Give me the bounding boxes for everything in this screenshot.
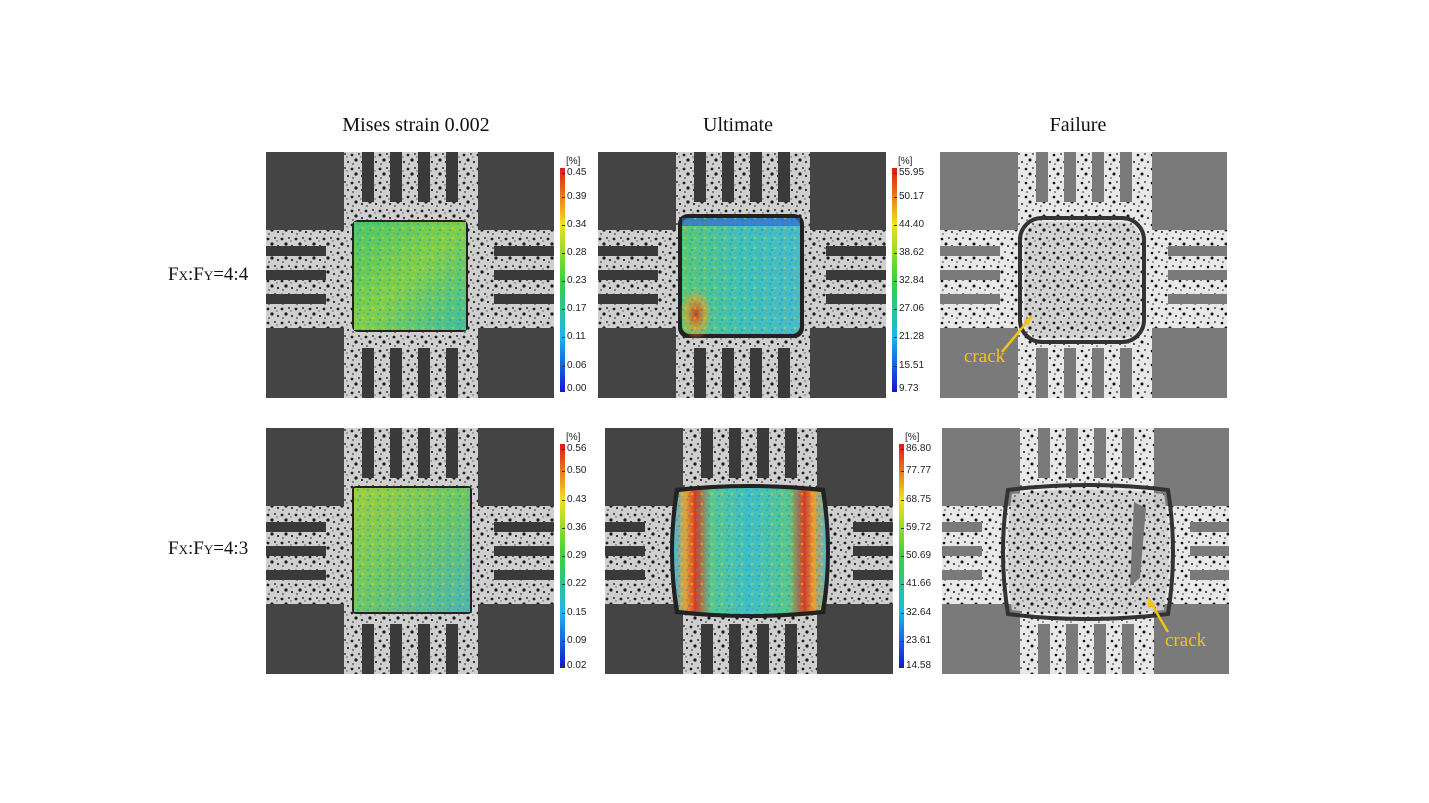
colorbar-tick: 38.62 <box>893 247 925 258</box>
colorbar-tick: 0.02 <box>561 660 587 671</box>
colorbar-tick: 0.50 <box>561 465 587 476</box>
column-title-failure: Failure <box>1049 114 1107 136</box>
crack-annotation: crack <box>964 346 1006 367</box>
colorbar-tick: 41.66 <box>900 578 932 589</box>
colorbar-tick: 0.34 <box>561 219 587 230</box>
colorbar-tick: 0.15 <box>561 607 587 618</box>
colorbar-tick: 44.40 <box>893 219 925 230</box>
colorbar-tick: 0.28 <box>561 247 587 258</box>
colorbar-tick: 0.29 <box>561 550 587 561</box>
crack-annotation: crack <box>1165 630 1207 651</box>
colorbar-tick: 0.11 <box>562 331 586 342</box>
colorbar-tick: 0.17 <box>561 303 587 314</box>
colorbar-tick: 32.64 <box>900 607 932 618</box>
colorbar-tick: 0.00 <box>561 383 587 394</box>
colorbar-tick: 27.06 <box>893 303 925 314</box>
colorbar-tick: 0.23 <box>561 275 587 286</box>
specimen-image-4-4-mises <box>266 152 554 398</box>
column-title-mises: Mises strain 0.002 <box>342 114 490 136</box>
colorbar-tick: 77.77 <box>900 465 932 476</box>
colorbar-tick: 59.72 <box>900 522 932 533</box>
colorbar-tick: 0.06 <box>561 360 587 371</box>
colorbar-tick: 9.73 <box>893 383 919 394</box>
colorbar-tick: 0.09 <box>561 635 587 646</box>
colorbar-tick: 15.51 <box>893 360 925 371</box>
colorbar-tick: 0.56 <box>561 443 587 454</box>
colorbar-tick: 0.36 <box>561 522 587 533</box>
colorbar-tick: 50.17 <box>893 191 925 202</box>
specimen-image-4-4-failure <box>940 152 1227 398</box>
colorbar-tick: 23.61 <box>900 635 932 646</box>
row-label-4-4: FX:FY=4:4 <box>168 264 249 285</box>
colorbar-tick: 21.28 <box>893 331 925 342</box>
colorbar-tick: 0.43 <box>561 494 587 505</box>
colorbar-tick: 0.22 <box>561 578 587 589</box>
colorbar-tick: 55.95 <box>893 167 925 178</box>
column-title-ultimate: Ultimate <box>703 114 773 136</box>
colorbar-tick: 32.84 <box>893 275 925 286</box>
colorbar-tick: 50.69 <box>900 550 932 561</box>
specimen-image-4-3-mises <box>266 428 554 674</box>
colorbar-tick: 0.39 <box>561 191 587 202</box>
specimen-image-4-4-ultimate <box>598 152 886 398</box>
row-label-4-3: FX:FY=4:3 <box>168 538 249 559</box>
colorbar-tick: 86.80 <box>900 443 932 454</box>
colorbar-tick: 68.75 <box>900 494 932 505</box>
colorbar-tick: 0.45 <box>561 167 587 178</box>
specimen-image-4-3-ultimate <box>605 428 893 674</box>
specimen-image-4-3-failure <box>942 428 1229 674</box>
colorbar-tick: 14.58 <box>900 660 932 671</box>
